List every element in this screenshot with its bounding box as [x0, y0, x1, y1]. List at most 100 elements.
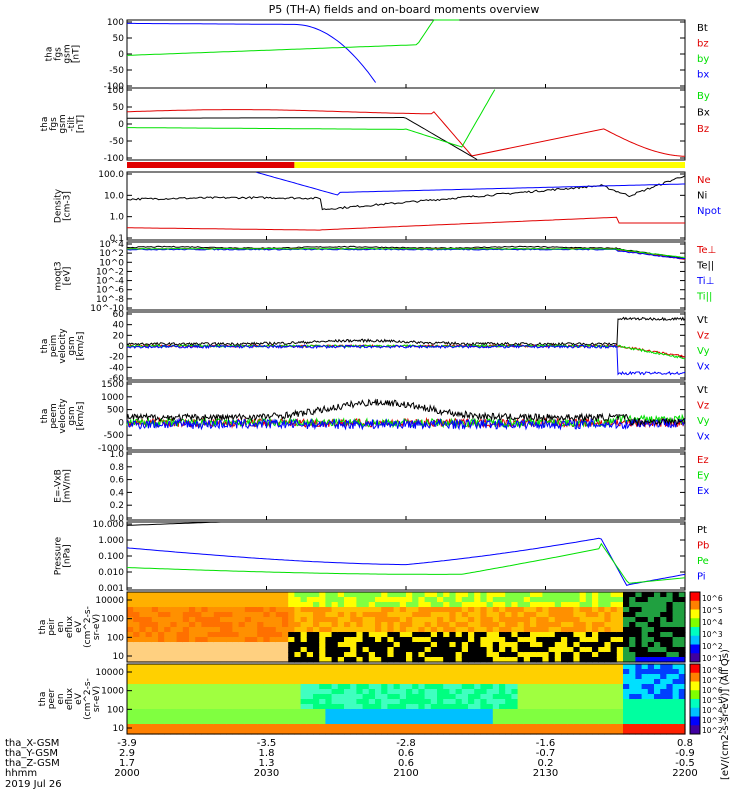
spectrogram-cell — [244, 689, 252, 695]
spectrogram-cell — [375, 617, 382, 623]
spectrogram-cell — [592, 694, 599, 700]
spectrogram-cell — [368, 664, 376, 670]
spectrogram-cell — [282, 597, 289, 603]
spectrogram-cell — [542, 669, 550, 675]
spectrogram-cell — [189, 602, 196, 608]
spectrogram-cell — [437, 704, 444, 710]
spectrogram-cell — [294, 597, 302, 603]
spectrogram-cell — [598, 709, 605, 715]
spectrogram-cell — [672, 714, 680, 720]
spectrogram-cell — [151, 709, 159, 715]
spectrogram-cell — [201, 694, 209, 700]
spectrogram-cell — [294, 607, 302, 613]
spectrogram-cell — [623, 689, 630, 695]
y-tick-label: 10 — [113, 724, 125, 734]
spectrogram-cell — [678, 622, 686, 628]
spectrogram-cell — [337, 647, 345, 653]
spectrogram-cell — [548, 714, 556, 720]
spectrogram-cell — [424, 684, 432, 690]
spectrogram-cell — [517, 729, 525, 735]
spectrogram-cell — [189, 729, 196, 735]
spectrogram-cell — [325, 714, 333, 720]
spectrogram-cell — [226, 674, 233, 680]
spectrogram-cell — [455, 729, 463, 735]
spectrogram-cell — [319, 642, 326, 648]
spectrogram-cell — [195, 592, 202, 598]
spectrogram-cell — [660, 709, 667, 715]
spectrogram-cell — [635, 709, 643, 715]
series-line — [127, 22, 377, 83]
spectrogram-cell — [263, 597, 271, 603]
spectrogram-cell — [269, 627, 277, 633]
spectrogram-cell — [294, 704, 302, 710]
spectrogram-cell — [300, 652, 308, 658]
spectrogram-cell — [641, 602, 649, 608]
spectrogram-cell — [455, 652, 463, 658]
spectrogram-cell — [350, 652, 357, 658]
spectrogram-cell — [387, 704, 395, 710]
spectrogram-cell — [127, 674, 134, 680]
legend-entry: Vz — [697, 331, 709, 342]
spectrogram-cell — [412, 652, 419, 658]
spectrogram-cell — [499, 714, 506, 720]
spectrogram-cell — [499, 617, 506, 623]
spectrogram-cell — [257, 719, 264, 725]
y-tick-label: 1000 — [101, 393, 124, 403]
spectrogram-cell — [616, 612, 624, 618]
spectrogram-cell — [337, 607, 345, 613]
spectrogram-cell — [666, 627, 674, 633]
series-line — [127, 247, 686, 258]
spectrogram-cell — [406, 679, 413, 685]
spectrogram-cell — [164, 694, 171, 700]
spectrogram-cell — [350, 729, 357, 735]
spectrogram-cell — [635, 704, 643, 710]
spectrogram-cell — [275, 709, 283, 715]
spectrogram-cell — [145, 694, 153, 700]
spectrogram-cell — [635, 724, 643, 730]
legend-entry: Vt — [697, 315, 708, 326]
spectrogram-cell — [226, 592, 233, 598]
spectrogram-cell — [350, 657, 357, 663]
spectrogram-cell — [567, 694, 574, 700]
spectrogram-cell — [641, 699, 649, 705]
colorbar-tick-label: 10^7 — [702, 676, 723, 685]
spectrogram-cell — [635, 689, 643, 695]
spectrogram-cell — [468, 622, 475, 628]
spectrogram-cell — [313, 724, 320, 730]
spectrogram-cell — [610, 637, 618, 643]
spectrogram-cell — [313, 637, 320, 643]
spectrogram-cell — [616, 704, 624, 710]
spectrogram-cell — [542, 607, 550, 613]
spectrogram-cell — [449, 637, 457, 643]
spectrogram-cell — [170, 617, 178, 623]
spectrogram-cell — [244, 622, 252, 628]
spectrogram-cell — [344, 664, 351, 670]
spectrogram-cell — [437, 607, 444, 613]
spectrogram-cell — [238, 674, 246, 680]
spectrogram-cell — [145, 699, 153, 705]
spectrogram-cell — [133, 689, 140, 695]
spectrogram-cell — [592, 622, 599, 628]
spectrogram-cell — [294, 694, 302, 700]
spectrogram-cell — [288, 652, 295, 658]
spectrogram-cell — [430, 709, 438, 715]
y-axis-label-line: eV — [74, 620, 84, 633]
spectrogram-cell — [536, 669, 543, 675]
spectrogram-cell — [536, 617, 543, 623]
spectrogram-cell — [189, 689, 196, 695]
series-line — [126, 109, 686, 157]
spectrogram-cell — [418, 627, 426, 633]
spectrogram-cell — [592, 627, 599, 633]
spectrogram-cell — [393, 724, 401, 730]
spectrogram-cell — [313, 617, 320, 623]
spectrogram-cell — [474, 699, 481, 705]
spectrogram-cell — [337, 592, 345, 598]
spectrogram-cell — [232, 724, 240, 730]
spectrogram-cell — [616, 694, 624, 700]
spectrogram-cell — [654, 714, 661, 720]
spectrogram-cell — [418, 657, 426, 663]
spectrogram-cell — [548, 669, 556, 675]
spectrogram-cell — [195, 689, 202, 695]
spectrogram-cell — [412, 729, 419, 735]
spectrogram-cell — [542, 664, 550, 670]
